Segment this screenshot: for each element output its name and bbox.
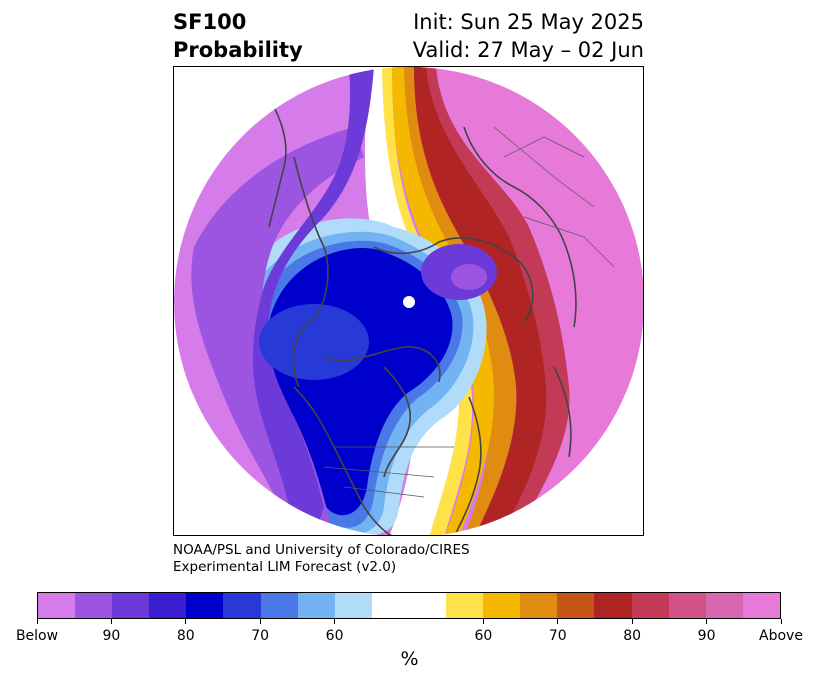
colorbar-segment <box>557 593 595 618</box>
colorbar-tick-mark <box>36 619 38 624</box>
colorbar-tick-label: 90 <box>697 628 716 644</box>
colorbar-tick-mark <box>780 619 782 624</box>
colorbar-segment <box>38 593 76 618</box>
colorbar-tick-label: 60 <box>325 628 344 644</box>
colorbar-tick-label: 80 <box>623 628 642 644</box>
above-dark-red-band <box>410 67 547 535</box>
colorbar-segment <box>631 593 669 618</box>
above-gold-band <box>389 67 495 535</box>
colorbar-segment <box>223 593 261 618</box>
colorbar-tick-label: 70 <box>548 628 567 644</box>
colorbar-ticks: Below 90 80 70 60 60 70 80 90 Above <box>0 619 819 649</box>
colorbar-segment <box>483 593 521 618</box>
colorbar-tick-label: Above <box>759 628 803 644</box>
below-core-blob <box>259 304 369 380</box>
colorbar-tick-label: Below <box>15 628 59 644</box>
colorbar-segment <box>408 593 447 618</box>
colorbar-segment <box>446 593 484 618</box>
probability-map <box>174 67 643 535</box>
colorbar-tick-mark <box>110 619 112 624</box>
colorbar-segment <box>297 593 335 618</box>
colorbar-tick-mark <box>259 619 261 624</box>
colorbar-tick-label: 90 <box>102 628 121 644</box>
colorbar-tick-mark <box>185 619 187 624</box>
colorbar-tick-label: 80 <box>176 628 195 644</box>
north-pole-marker <box>403 296 415 308</box>
below-90-band <box>191 127 364 535</box>
colorbar-tick-mark <box>334 619 336 624</box>
title-metric: Probability <box>173 38 303 62</box>
map-title: SF100 Probability <box>173 8 303 64</box>
forecast-dates: Init: Sun 25 May 2025 Valid: 27 May – 02… <box>413 8 644 64</box>
colorbar-tick-mark <box>482 619 484 624</box>
credit-line-1: NOAA/PSL and University of Colorado/CIRE… <box>173 542 470 558</box>
valid-range: Valid: 27 May – 02 Jun <box>412 38 644 62</box>
colorbar-segment <box>334 593 372 618</box>
colorbar <box>37 592 781 619</box>
map-panel <box>173 66 644 536</box>
colorbar-segment <box>75 593 113 618</box>
colorbar-segment <box>112 593 150 618</box>
colorbar-segment <box>594 593 632 618</box>
colorbar-segment <box>520 593 558 618</box>
colorbar-segment <box>186 593 224 618</box>
colorbar-unit-label: % <box>400 648 419 670</box>
colorbar-segment <box>149 593 187 618</box>
colorbar-segment <box>668 593 706 618</box>
init-date: Init: Sun 25 May 2025 <box>413 10 644 34</box>
colorbar-segment <box>260 593 298 618</box>
colorbar-segment <box>742 593 780 618</box>
colorbar-segment <box>371 593 409 618</box>
colorbar-tick-label: 70 <box>251 628 270 644</box>
above-orange-band <box>396 67 517 535</box>
credit-text: NOAA/PSL and University of Colorado/CIRE… <box>173 542 470 576</box>
colorbar-tick-mark <box>557 619 559 624</box>
russia-below-inner <box>451 264 487 290</box>
coastlines <box>268 106 577 535</box>
colorbar-tick-mark <box>706 619 708 624</box>
credit-line-2: Experimental LIM Forecast (v2.0) <box>173 559 397 575</box>
title-variable: SF100 <box>173 10 247 34</box>
below-80-purple-band <box>252 67 374 535</box>
borders <box>323 126 615 498</box>
colorbar-tick-label: 60 <box>474 628 493 644</box>
colorbar-segment <box>705 593 743 618</box>
colorbar-tick-mark <box>631 619 633 624</box>
